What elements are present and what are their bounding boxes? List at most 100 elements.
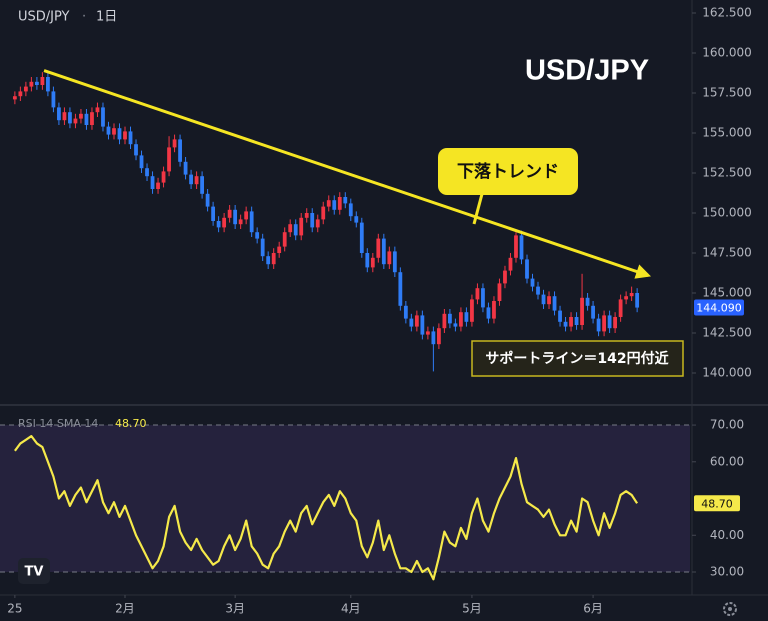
candle-body [492,301,496,319]
candle-body [602,315,606,332]
candle-body [216,221,221,228]
candle-body [453,323,458,327]
candle-body [596,318,601,332]
candle-body [84,113,89,125]
settings-icon[interactable] [723,602,737,616]
y-tick-label: 160.000 [702,46,752,60]
candle-body [343,197,348,204]
candle-body [552,296,557,311]
chart-title: USD/JPY [525,55,649,87]
candle-body [62,112,67,121]
interval: 1日 [96,10,117,25]
callout-box [438,148,578,195]
candle-body [222,217,227,228]
candle-body [321,206,326,220]
candle-body [315,219,320,228]
candle-body [420,315,425,335]
candle-body [530,278,535,287]
candle-body [442,313,447,329]
candle-body [629,293,634,297]
candle-body [95,107,100,113]
candle-body [409,318,414,327]
candle-body [459,312,463,327]
candle-body [161,171,166,183]
candle-body [46,77,50,92]
candle-body [304,213,309,218]
y-tick-label: 162.500 [702,6,752,20]
candle-body [288,224,293,233]
candle-body [277,246,282,253]
symbol: USD/JPY [18,10,70,25]
candles [12,72,640,372]
candle-body [431,331,436,345]
candle-body [34,81,39,85]
candle-body [255,232,260,239]
candle-body [244,211,249,220]
candle-body [233,209,238,225]
candle-body [134,144,138,156]
candle-body [51,91,56,108]
candle-body [40,77,45,85]
candle-body [481,288,485,308]
trendline [43,69,651,279]
candle-body [12,96,17,100]
candle-body [332,200,337,210]
candle-body [359,222,364,253]
y-tick-label: 30.00 [710,565,744,579]
x-tick-label: 4月 [341,602,361,616]
y-tick-label: 140.000 [702,366,752,380]
svg-text:TV: TV [25,565,44,580]
candle-body [376,238,381,258]
candle-body [227,209,232,218]
y-tick-label: 142.500 [702,326,752,340]
candle-body [139,155,144,169]
candle-body [337,197,342,210]
rsi-last-label: 48.70 [701,497,733,510]
rsi-line [14,435,639,581]
candle-body [392,251,397,273]
candle-body [178,139,182,162]
candle-body [425,331,430,335]
y-tick-label: 70.00 [710,418,744,432]
x-tick-label: 6月 [583,602,603,616]
candle-body [293,224,298,236]
candle-body [310,213,315,228]
candle-body [580,297,584,325]
candle-body [260,238,265,257]
candle-body [167,147,171,172]
y-tick-label: 147.500 [702,246,752,260]
y-tick-label: 150.000 [702,206,752,220]
separator-dot: · [82,10,86,25]
y-tick-label: 60.00 [710,454,744,468]
candle-body [635,293,640,308]
candle-body [73,118,78,124]
candle-body [205,193,210,207]
candle-body [574,317,579,325]
callout-pointer [472,193,484,225]
x-tick-label: 25 [7,602,22,616]
candle-body [145,168,149,177]
candle-body [436,328,441,345]
candle-body [365,253,370,268]
candle-body [123,131,127,140]
rsi-legend-value: 48.70 [115,417,147,430]
candle-body [211,206,216,221]
x-tick-label: 5月 [462,602,482,616]
candle-body [266,256,271,265]
candle-body [536,286,540,295]
y-tick-label: 157.500 [702,86,752,100]
candle-body [112,128,116,135]
candle-body [475,288,480,300]
candle-body [101,107,105,127]
y-tick-label: 40.00 [710,528,744,542]
candle-body [172,139,177,148]
candle-body [607,315,612,329]
candle-body [29,81,34,87]
support-text: サポートライン＝142円付近 [485,350,668,367]
candle-body [183,161,188,175]
candle-body [569,317,573,327]
candle-body [486,307,491,319]
